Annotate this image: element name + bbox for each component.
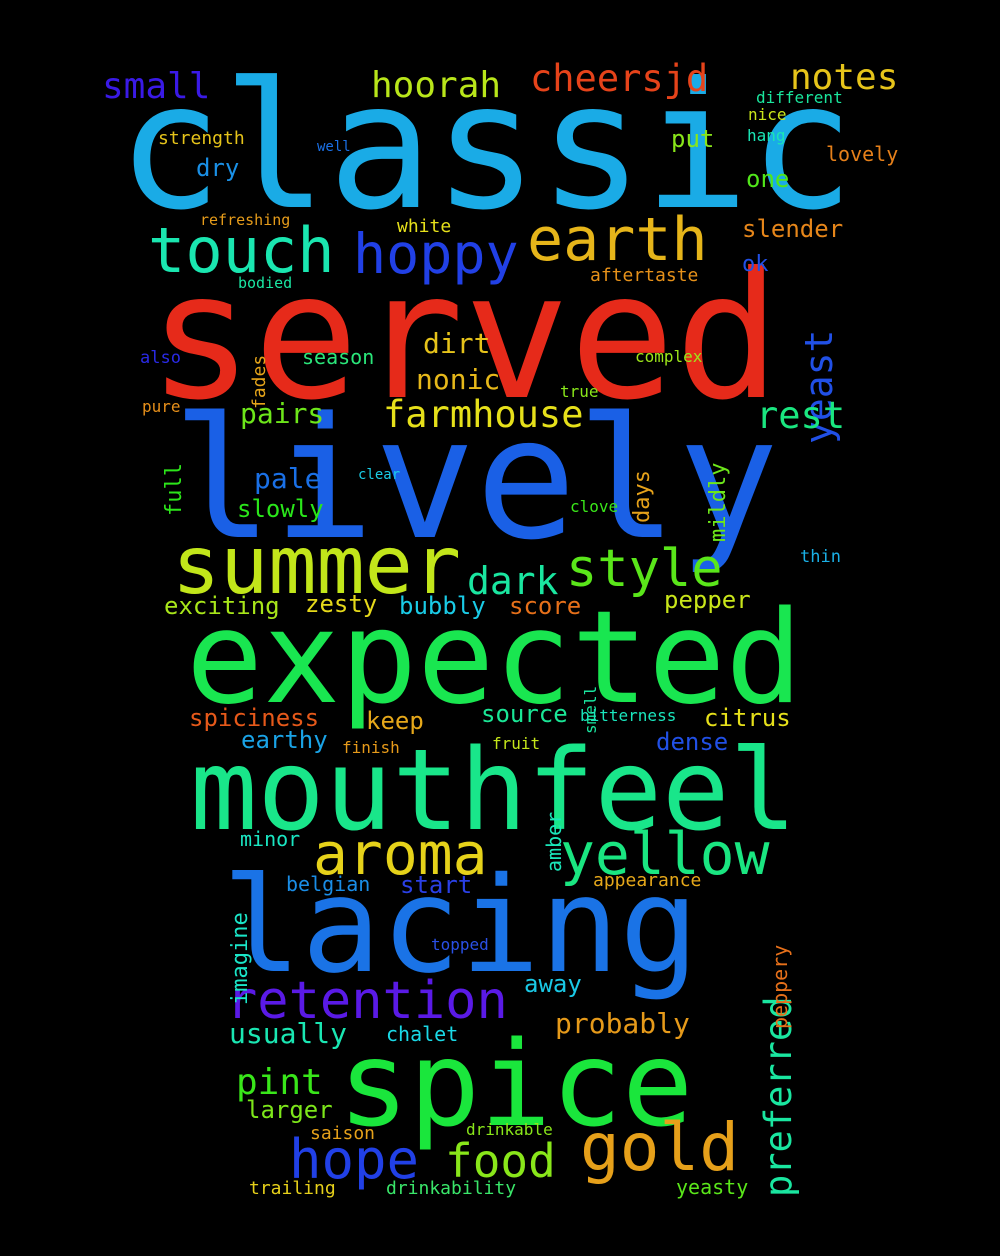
cloud-word-aftertaste: aftertaste	[590, 265, 699, 286]
cloud-word-gold: gold	[580, 1109, 739, 1186]
cloud-word-pepper: pepper	[664, 586, 751, 614]
cloud-word-mildly: mildly	[706, 462, 731, 542]
cloud-word-spice: spice	[338, 1015, 694, 1153]
cloud-word-hope: hope	[289, 1128, 420, 1191]
cloud-word-drinkable: drinkable	[466, 1120, 553, 1139]
cloud-word-one: one	[746, 165, 790, 193]
cloud-word-days: days	[630, 470, 655, 523]
cloud-word-small: small	[102, 66, 211, 107]
cloud-word-notes: notes	[790, 57, 899, 98]
cloud-word-pairs: pairs	[240, 397, 325, 430]
cloud-word-food: food	[445, 1134, 556, 1188]
cloud-word-belgian: belgian	[286, 872, 371, 896]
cloud-word-hoppy: hoppy	[353, 222, 519, 286]
cloud-word-complex: complex	[635, 347, 703, 366]
cloud-word-larger: larger	[246, 1096, 333, 1124]
cloud-word-chalet: chalet	[386, 1022, 459, 1046]
cloud-word-farmhouse: farmhouse	[383, 393, 584, 436]
cloud-word-lovely: lovely	[826, 142, 899, 166]
cloud-word-served: served	[148, 236, 781, 439]
cloud-word-touch: touch	[148, 214, 335, 287]
cloud-word-ok: ok	[742, 252, 769, 277]
cloud-word-bodied: bodied	[238, 274, 293, 292]
cloud-word-full: full	[162, 463, 187, 516]
cloud-word-thin: thin	[800, 547, 841, 567]
cloud-word-start: start	[400, 871, 473, 899]
cloud-word-dirt: dirt	[423, 327, 491, 360]
cloud-word-also: also	[140, 348, 181, 368]
cloud-word-retention: retention	[226, 971, 508, 1031]
cloud-word-usually: usually	[229, 1017, 348, 1050]
cloud-word-white: white	[397, 216, 452, 237]
cloud-word-aroma: aroma	[313, 820, 488, 888]
cloud-word-fades: fades	[249, 354, 270, 409]
cloud-word-nice: nice	[748, 105, 787, 124]
cloud-word-saison: saison	[310, 1123, 376, 1144]
cloud-word-topped: topped	[431, 935, 489, 954]
cloud-word-slender: slender	[742, 215, 844, 243]
cloud-word-hang: hang	[747, 126, 786, 145]
cloud-word-dark: dark	[467, 559, 559, 603]
cloud-word-probably: probably	[555, 1007, 690, 1040]
cloud-word-different: different	[756, 88, 843, 107]
cloud-word-zesty: zesty	[305, 590, 378, 618]
cloud-word-lacing: lacing	[222, 849, 699, 1003]
cloud-word-pale: pale	[254, 462, 322, 495]
cloud-word-strength: strength	[158, 128, 245, 149]
cloud-word-exciting: exciting	[164, 592, 280, 620]
cloud-word-score: score	[509, 592, 582, 620]
cloud-word-pint: pint	[236, 1062, 323, 1103]
cloud-word-style: style	[566, 539, 723, 599]
cloud-word-bubbly: bubbly	[399, 592, 486, 620]
cloud-word-clove: clove	[570, 497, 619, 516]
cloud-word-yellow: yellow	[560, 820, 770, 888]
cloud-word-yeasty: yeasty	[676, 1175, 749, 1199]
cloud-word-rest: rest	[756, 394, 846, 437]
cloud-word-imagine: imagine	[228, 912, 253, 1005]
cloud-word-earth: earth	[527, 205, 708, 275]
cloud-word-keep: keep	[366, 707, 424, 735]
cloud-word-appearance: appearance	[593, 870, 702, 891]
cloud-word-well: well	[317, 139, 351, 155]
cloud-word-put: put	[671, 125, 715, 153]
cloud-word-bitterness: bitterness	[580, 706, 677, 725]
cloud-word-fruit: fruit	[492, 734, 541, 753]
cloud-word-summer: summer	[172, 519, 461, 612]
cloud-word-trailing: trailing	[249, 1178, 336, 1199]
cloud-word-cheersjd: cheersjd	[530, 57, 709, 100]
cloud-word-finish: finish	[342, 738, 400, 757]
cloud-word-source: source	[481, 700, 568, 728]
cloud-word-lively: lively	[172, 381, 779, 577]
cloud-word-hoorah: hoorah	[371, 65, 502, 106]
cloud-word-earthy: earthy	[241, 726, 328, 754]
cloud-word-season: season	[302, 345, 375, 369]
cloud-word-spiciness: spiciness	[189, 704, 320, 732]
cloud-word-minor: minor	[240, 827, 301, 851]
cloud-word-mouthfeel: mouthfeel	[190, 726, 797, 856]
cloud-word-citrus: citrus	[704, 704, 791, 732]
cloud-word-refreshing: refreshing	[200, 211, 291, 229]
cloud-word-dense: dense	[656, 728, 729, 756]
cloud-word-expected: expected	[186, 584, 803, 733]
cloud-word-slowly: slowly	[237, 495, 324, 523]
cloud-word-nonic: nonic	[416, 363, 501, 396]
cloud-word-drinkability: drinkability	[386, 1178, 517, 1199]
cloud-word-clear: clear	[358, 467, 401, 483]
cloud-word-away: away	[524, 970, 582, 998]
cloud-word-true: true	[560, 382, 599, 401]
cloud-word-classic: classic	[117, 46, 855, 249]
cloud-word-amber: amber	[542, 811, 566, 872]
cloud-word-pure: pure	[142, 397, 181, 416]
cloud-word-dry: dry	[196, 154, 240, 182]
cloud-word-peppery: peppery	[768, 944, 792, 1029]
